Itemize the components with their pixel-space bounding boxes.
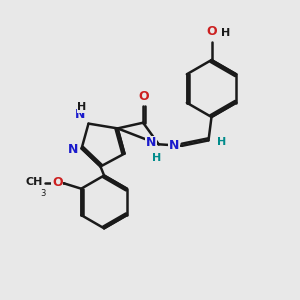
- Text: N: N: [169, 139, 179, 152]
- Text: H: H: [77, 102, 86, 112]
- Text: O: O: [52, 176, 63, 189]
- Text: H: H: [152, 153, 161, 163]
- Text: O: O: [138, 90, 149, 103]
- Text: N: N: [75, 108, 86, 121]
- Text: H: H: [221, 28, 230, 38]
- Text: N: N: [146, 136, 156, 149]
- Text: CH: CH: [26, 177, 43, 187]
- Text: N: N: [68, 142, 78, 156]
- Text: O: O: [206, 26, 217, 38]
- Text: H: H: [217, 137, 226, 147]
- Text: 3: 3: [41, 189, 46, 198]
